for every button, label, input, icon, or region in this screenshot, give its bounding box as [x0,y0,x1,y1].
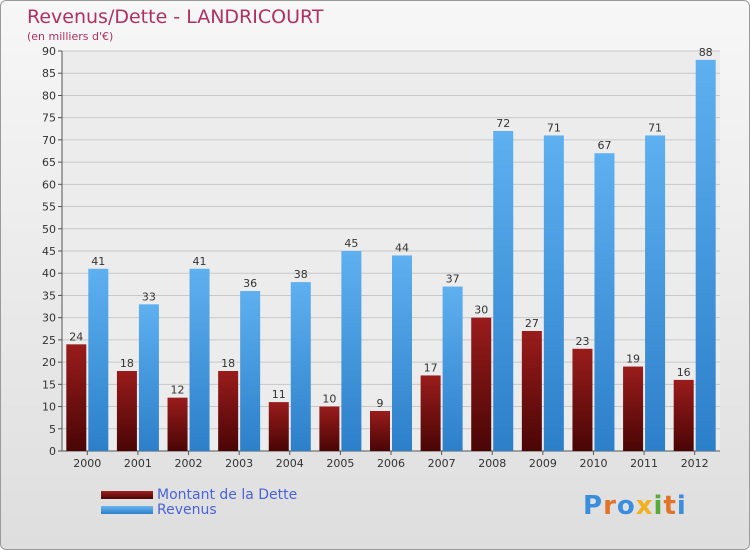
y-tick-label: 25 [42,334,56,347]
bar-chart: 0 5 10 15 20 25 30 35 40 45 50 55 60 65 70 75 80 85 90 24 41… [42,45,720,470]
y-tick-label: 20 [42,356,56,369]
y-tick-label: 75 [42,112,56,125]
bar-label-dette: 16 [677,366,691,379]
bar-revenus [392,255,412,451]
bar-dette [167,397,188,451]
y-tick-label: 30 [42,312,56,325]
legend-label-revenus: Revenus [157,502,217,518]
bar-label-revenus: 33 [142,290,156,303]
bar-label-dette: 10 [322,393,336,406]
y-tick-label: 45 [42,245,56,258]
bar-dette [218,371,239,451]
y-tick-label: 60 [42,178,56,191]
x-tick-label: 2007 [428,457,456,470]
bar-revenus [341,251,362,451]
legend-label-dette: Montant de la Dette [157,487,298,503]
bar-revenus [695,59,716,452]
bar-dette [66,344,87,451]
bar-dette [370,411,390,451]
y-tick-label: 15 [42,378,56,391]
bar-revenus [240,291,261,451]
bar-revenus [493,131,514,451]
bar-label-dette: 9 [377,397,384,410]
bar-dette [623,366,644,451]
y-tick-label: 35 [42,289,56,302]
bar-dette [572,348,593,451]
bar-label-dette: 18 [120,357,134,370]
bar-dette [268,402,289,451]
bar-revenus [138,304,159,451]
bar-label-revenus: 41 [193,255,207,268]
bar-revenus [543,135,564,451]
bar-revenus [442,286,463,451]
bar-label-revenus: 45 [344,237,358,250]
bar-label-dette: 24 [69,330,83,343]
x-tick-label: 2011 [630,457,658,470]
bar-label-dette: 11 [272,388,286,401]
x-tick-label: 2009 [529,457,557,470]
bar-label-revenus: 37 [446,273,460,286]
bar-label-revenus: 36 [243,277,257,290]
x-tick-label: 2001 [124,457,152,470]
chart-subtitle: (en milliers d'€) [27,30,114,43]
bar-revenus [290,282,311,451]
y-tick-label: 0 [49,445,56,458]
y-tick-label: 70 [42,134,56,147]
y-tick-label: 40 [42,267,56,280]
bar-label-revenus: 88 [699,46,713,59]
chart-title: Revenus/Dette - LANDRICOURT [27,6,324,28]
legend-item-revenus: Revenus [101,502,217,518]
x-tick-label: 2005 [326,457,354,470]
bar-dette [673,379,694,451]
x-tick-label: 2012 [681,457,709,470]
x-tick-label: 2000 [73,457,101,470]
bar-dette [471,317,492,451]
y-tick-label: 10 [42,401,56,414]
x-tick-label: 2006 [377,457,405,470]
bar-label-dette: 30 [474,304,488,317]
bar-label-dette: 23 [575,335,589,348]
bar-label-revenus: 71 [648,121,662,134]
x-tick-label: 2010 [579,457,607,470]
y-tick-label: 55 [42,201,56,214]
x-tick-label: 2008 [478,457,506,470]
bar-label-dette: 17 [424,361,438,374]
y-tick-label: 85 [42,67,56,80]
bar-label-revenus: 41 [91,255,105,268]
bar-label-revenus: 72 [496,117,510,130]
bar-dette [116,371,137,451]
bar-label-dette: 27 [525,317,539,330]
y-tick-label: 65 [42,156,56,169]
bar-revenus [189,268,210,451]
bar-label-revenus: 44 [395,241,409,254]
legend-swatch-revenus [101,506,153,514]
bar-label-dette: 12 [171,384,185,397]
bar-label-revenus: 38 [294,268,308,281]
bar-dette [521,331,542,451]
bar-label-revenus: 67 [597,139,611,152]
bar-revenus [88,268,109,451]
x-tick-label: 2003 [225,457,253,470]
bar-dette [420,375,441,451]
legend-swatch-dette [101,491,153,499]
proxiti-logo: Proxiti [583,491,687,521]
x-tick-label: 2004 [276,457,304,470]
x-tick-label: 2002 [175,457,203,470]
bar-label-revenus: 71 [547,121,561,134]
bar-dette [319,406,340,451]
y-tick-label: 90 [42,45,56,58]
legend-item-dette: Montant de la Dette [101,487,297,503]
y-tick-label: 80 [42,89,56,102]
y-tick-label: 5 [49,423,56,436]
bar-revenus [594,153,615,451]
bar-label-dette: 19 [626,353,640,366]
bar-label-dette: 18 [221,357,235,370]
y-tick-label: 50 [42,223,56,236]
bar-revenus [645,135,666,451]
